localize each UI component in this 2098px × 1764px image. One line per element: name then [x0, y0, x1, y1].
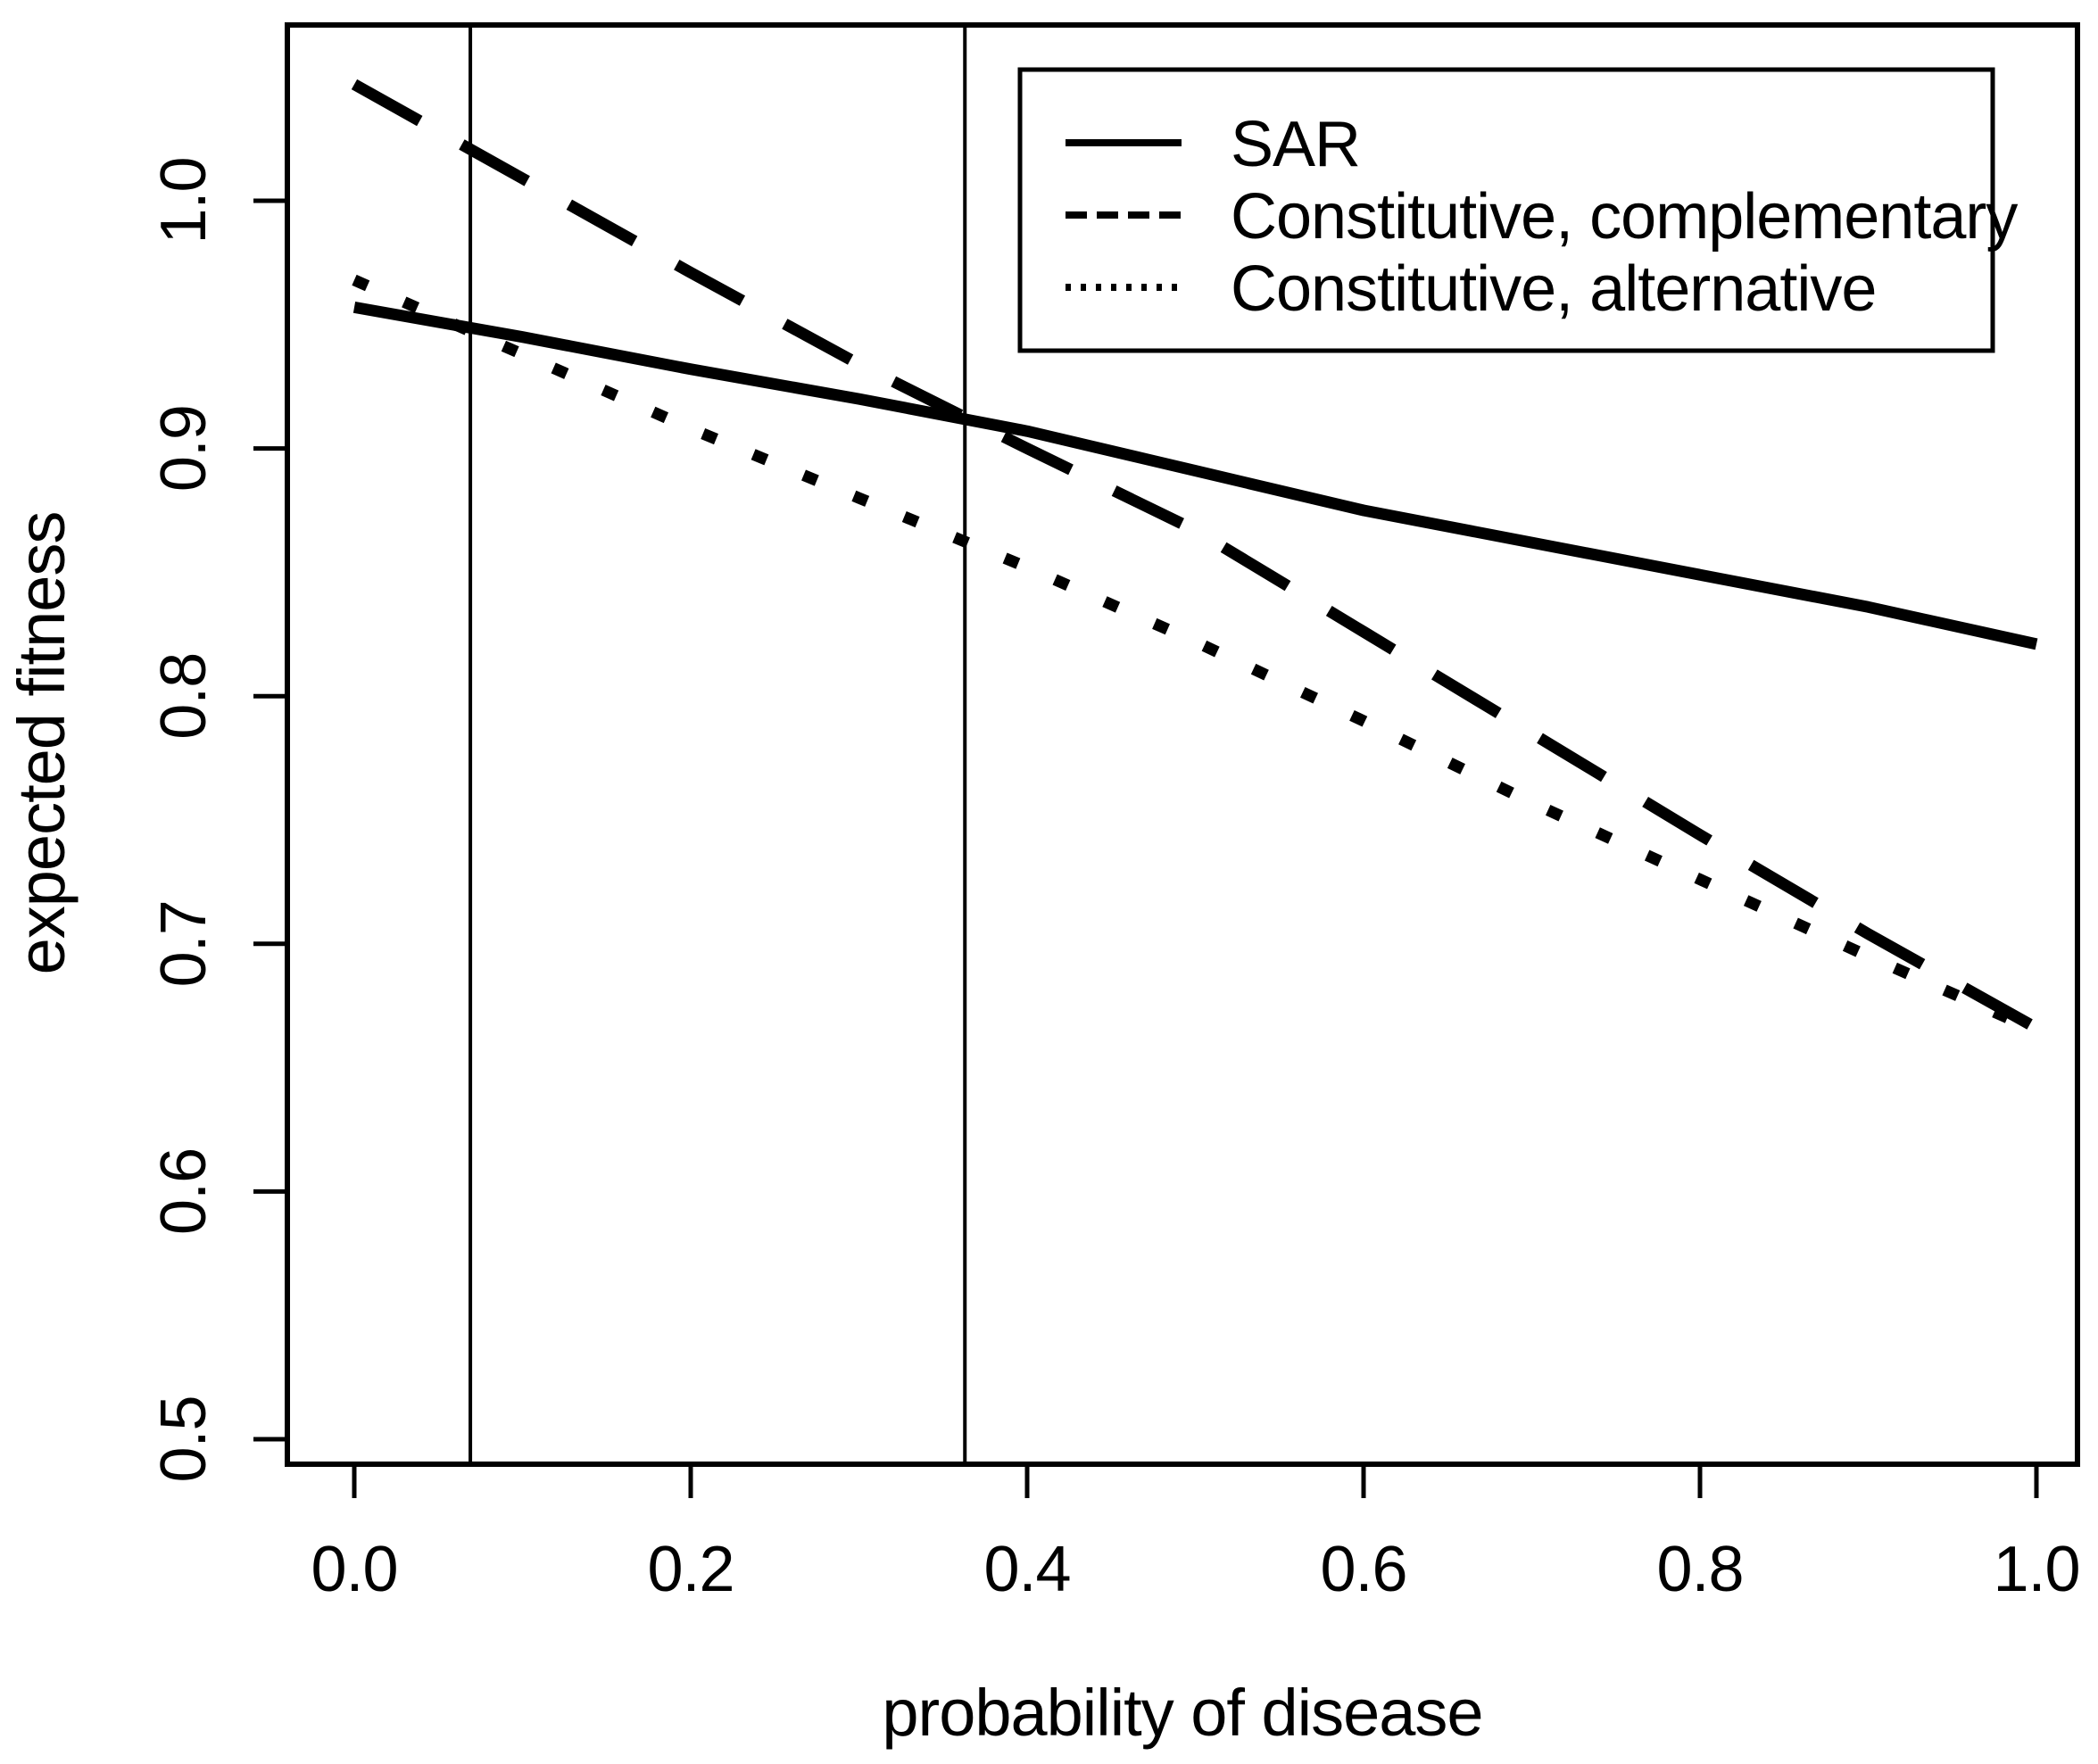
series-line-solid [352, 301, 2038, 650]
series-line-dotted [352, 274, 2039, 1036]
y-tick-label: 0.6 [148, 1148, 220, 1235]
series-line-dashed [351, 79, 2040, 1033]
y-axis-title: expected fitness [4, 512, 79, 975]
x-tick-label: 0.0 [311, 1534, 397, 1605]
y-tick-label: 0.7 [148, 900, 220, 987]
legend-label: Constitutive, alternative [1231, 253, 1876, 325]
x-tick-label: 0.6 [1320, 1534, 1406, 1605]
legend-label: SAR [1231, 109, 1360, 180]
reference-lines [469, 25, 967, 1464]
y-axis: 1.0 0.9 0.8 0.7 0.6 0.5 [148, 157, 287, 1483]
legend-label: Constitutive, complementary [1231, 181, 2018, 253]
y-tick-label: 0.9 [148, 405, 220, 492]
x-tick-label: 0.8 [1656, 1534, 1743, 1605]
x-axis: 0.0 0.2 0.4 0.6 0.8 1.0 [311, 1464, 2081, 1605]
y-tick-label: 0.8 [148, 653, 220, 740]
y-tick-label: 0.5 [148, 1395, 220, 1482]
x-tick-label: 1.0 [1993, 1534, 2079, 1605]
x-tick-label: 0.2 [647, 1534, 734, 1605]
series-lines [351, 79, 2040, 1036]
legend-box [1017, 67, 1995, 353]
y-tick-label: 1.0 [148, 157, 220, 244]
x-tick-label: 0.4 [983, 1534, 1070, 1605]
plot-box [285, 22, 2080, 1467]
x-axis-title: probability of disease [882, 1676, 1482, 1750]
